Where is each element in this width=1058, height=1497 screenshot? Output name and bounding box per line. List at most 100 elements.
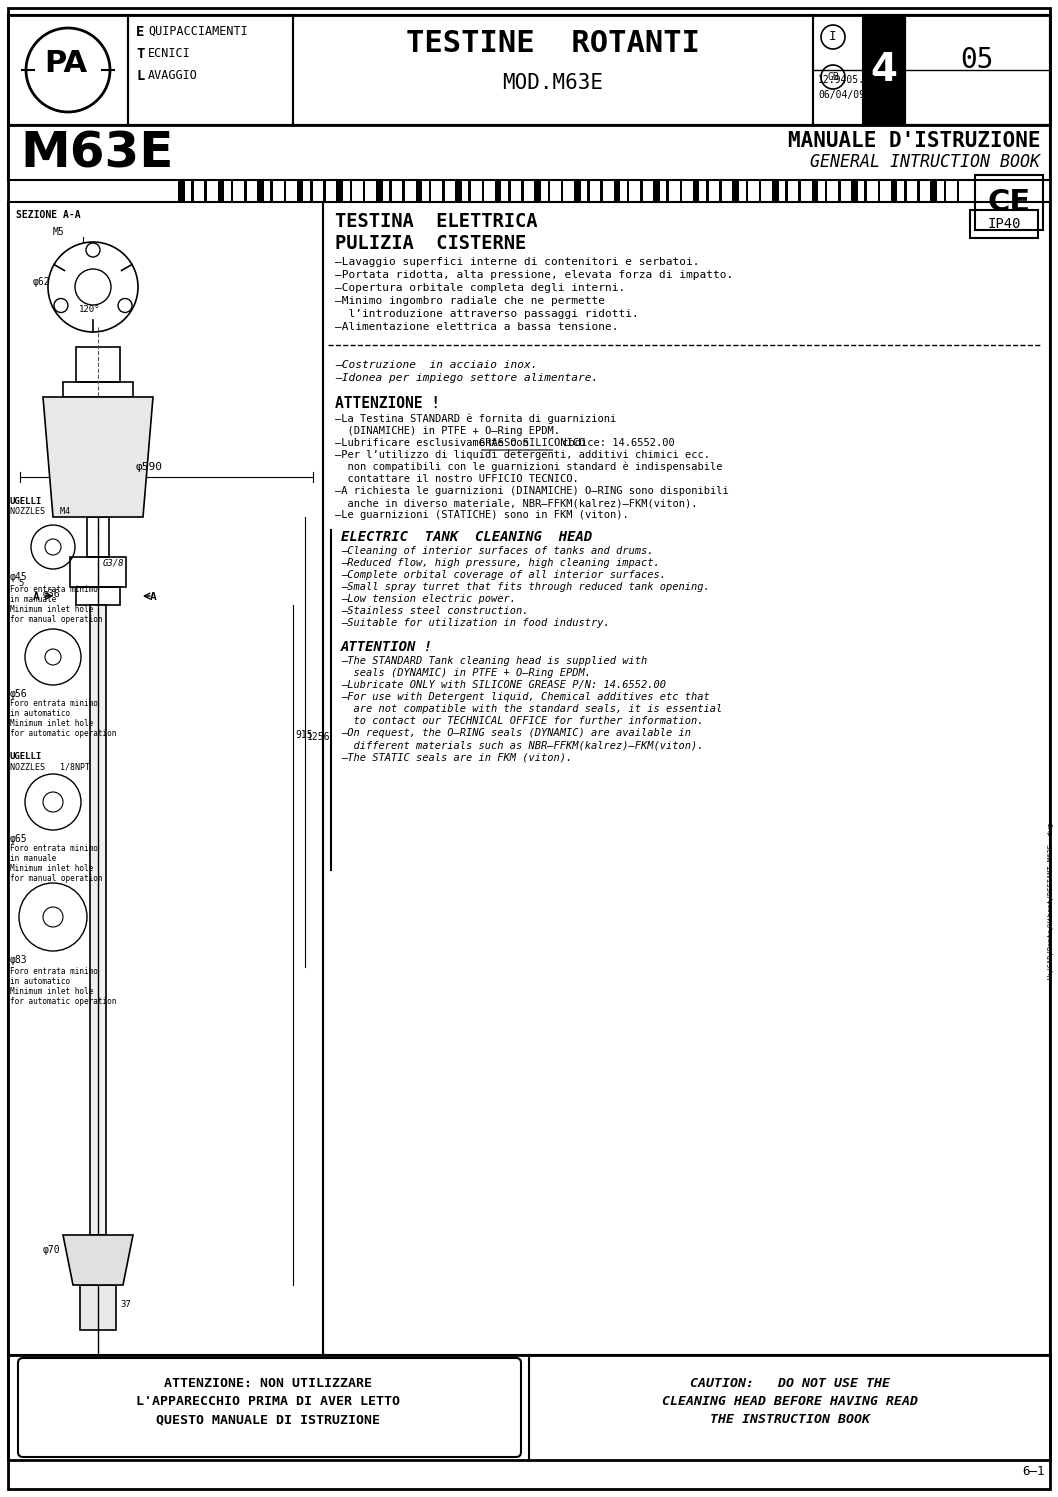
Text: T: T — [136, 46, 144, 61]
Text: are not compatible with the standard seals, it is essential: are not compatible with the standard sea… — [341, 704, 723, 714]
Text: (DINAMICHE) in PTFE + O–Ring EPDM.: (DINAMICHE) in PTFE + O–Ring EPDM. — [335, 427, 560, 436]
Text: –Lavaggio superfici interne di contenitori e serbatoi.: –Lavaggio superfici interne di contenito… — [335, 257, 699, 266]
Text: SEZIONE A-A: SEZIONE A-A — [16, 210, 80, 220]
Bar — [363, 180, 365, 202]
Text: PA: PA — [44, 49, 88, 78]
Text: ATTENTION !: ATTENTION ! — [341, 641, 433, 654]
Bar — [811, 180, 818, 202]
Text: in manuale: in manuale — [10, 853, 56, 862]
Bar — [402, 180, 405, 202]
Bar — [877, 180, 880, 202]
Text: –Le guarnizioni (STATICHE) sono in FKM (viton).: –Le guarnizioni (STATICHE) sono in FKM (… — [335, 510, 628, 519]
Bar — [693, 180, 699, 202]
Text: 1256: 1256 — [307, 732, 330, 743]
Bar — [376, 180, 383, 202]
Text: CLEANING HEAD BEFORE HAVING READ: CLEANING HEAD BEFORE HAVING READ — [661, 1395, 917, 1409]
Text: to contact our TECHNICAL OFFICE for further information.: to contact our TECHNICAL OFFICE for furt… — [341, 716, 704, 726]
Bar — [956, 180, 960, 202]
Text: contattare il nostro UFFICIO TECNICO.: contattare il nostro UFFICIO TECNICO. — [335, 475, 579, 484]
Text: MOD.M63E: MOD.M63E — [503, 73, 603, 93]
Bar — [905, 15, 1050, 126]
Text: –The STANDARD Tank cleaning head is supplied with: –The STANDARD Tank cleaning head is supp… — [341, 656, 647, 666]
Text: for automatic operation: for automatic operation — [10, 997, 116, 1006]
Text: φ62: φ62 — [33, 277, 51, 287]
Bar — [508, 180, 511, 202]
Text: –Copertura orbitale completa degli interni.: –Copertura orbitale completa degli inter… — [335, 283, 625, 293]
Text: in manuale: in manuale — [10, 594, 56, 603]
Text: for automatic operation: for automatic operation — [10, 729, 116, 738]
Text: E: E — [136, 25, 144, 39]
Text: 05: 05 — [961, 46, 995, 73]
Text: UGELLI: UGELLI — [10, 497, 42, 506]
Bar — [87, 516, 109, 557]
Text: –Costruzione  in acciaio inox.: –Costruzione in acciaio inox. — [335, 359, 537, 370]
Text: non compatibili con le guarnizioni standard è indispensabile: non compatibili con le guarnizioni stand… — [335, 463, 723, 473]
Bar — [63, 382, 133, 397]
Bar — [944, 180, 946, 202]
Bar — [349, 180, 352, 202]
Bar — [864, 180, 868, 202]
Bar — [8, 15, 1050, 126]
Bar — [244, 180, 247, 202]
Text: Minimum inlet hole: Minimum inlet hole — [10, 605, 93, 614]
Text: in automatico: in automatico — [10, 710, 70, 719]
Bar — [323, 202, 1050, 1355]
Bar — [70, 557, 126, 587]
Text: 06/04/09: 06/04/09 — [818, 90, 865, 100]
Text: Foro entrata minimo: Foro entrata minimo — [10, 844, 98, 853]
Bar — [772, 180, 779, 202]
Text: NOZZLES   M4: NOZZLES M4 — [10, 507, 70, 516]
Bar — [574, 180, 581, 202]
Bar — [838, 180, 841, 202]
Bar — [600, 180, 603, 202]
Text: I: I — [829, 30, 837, 43]
Text: ATTENZIONE !: ATTENZIONE ! — [335, 397, 440, 412]
Bar — [640, 180, 642, 202]
Bar — [389, 180, 391, 202]
Text: –Idonea per impiego settore alimentare.: –Idonea per impiego settore alimentare. — [335, 373, 598, 383]
Text: L: L — [136, 69, 144, 82]
Text: –Per l’utilizzo di liquidi detergenti, additivi chimici ecc.: –Per l’utilizzo di liquidi detergenti, a… — [335, 451, 710, 460]
Bar — [336, 180, 343, 202]
Bar — [746, 180, 748, 202]
Text: IP40: IP40 — [987, 217, 1021, 231]
Text: φ70: φ70 — [43, 1246, 60, 1254]
Text: anche in diverso materiale, NBR–FFKM(kalrez)–FKM(viton).: anche in diverso materiale, NBR–FFKM(kal… — [335, 499, 697, 507]
Text: ATTENZIONE: NON UTILIZZARE: ATTENZIONE: NON UTILIZZARE — [164, 1377, 372, 1391]
Bar — [667, 180, 669, 202]
Bar — [825, 180, 827, 202]
Bar — [891, 180, 897, 202]
Text: φ590: φ590 — [135, 463, 163, 472]
Text: CE: CE — [987, 189, 1030, 217]
Text: A: A — [33, 591, 40, 602]
Bar — [76, 587, 120, 605]
Text: 915: 915 — [295, 731, 312, 740]
Text: –Small spray turret that fits through reduced tank opening.: –Small spray turret that fits through re… — [341, 582, 710, 591]
Bar — [76, 347, 120, 382]
Bar — [930, 180, 937, 202]
Bar — [863, 15, 905, 126]
Text: –Stainless steel construction.: –Stainless steel construction. — [341, 606, 529, 615]
Polygon shape — [43, 397, 153, 516]
Text: GENERAL INTRUCTION BOOK: GENERAL INTRUCTION BOOK — [810, 153, 1040, 171]
Text: 12.9405.00: 12.9405.00 — [818, 75, 877, 85]
Text: GRASSO SILICONICO: GRASSO SILICONICO — [479, 439, 585, 448]
Bar — [455, 180, 461, 202]
Text: –Minimo ingombro radiale che ne permette: –Minimo ingombro radiale che ne permette — [335, 296, 605, 305]
Text: φ56: φ56 — [10, 689, 28, 699]
Text: for manual operation: for manual operation — [10, 874, 103, 883]
Bar — [626, 180, 630, 202]
Text: H:/CAD/Penta/Vibret/DEFIANT-M63E-.dwg: H:/CAD/Penta/Vibret/DEFIANT-M63E-.dwg — [1047, 822, 1053, 979]
Text: codice: 14.6552.00: codice: 14.6552.00 — [555, 439, 674, 448]
Text: 4: 4 — [871, 51, 897, 88]
Text: TESTINA  ELETTRICA: TESTINA ELETTRICA — [335, 213, 537, 231]
Text: Minimum inlet hole: Minimum inlet hole — [10, 719, 93, 728]
Bar — [310, 180, 313, 202]
Text: –Lubrificare esclusivamente con: –Lubrificare esclusivamente con — [335, 439, 535, 448]
Bar — [679, 180, 682, 202]
Text: –A richiesta le guarnizioni (DINAMICHE) O–RING sono disponibili: –A richiesta le guarnizioni (DINAMICHE) … — [335, 487, 729, 496]
Text: –Reduced flow, high pressure, high cleaning impact.: –Reduced flow, high pressure, high clean… — [341, 558, 660, 567]
Bar — [785, 180, 788, 202]
Bar — [706, 180, 709, 202]
Text: Foro entrata minimo: Foro entrata minimo — [10, 585, 98, 594]
